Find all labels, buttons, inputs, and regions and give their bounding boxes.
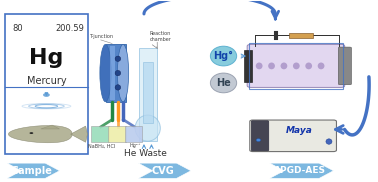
Ellipse shape [115, 56, 121, 62]
Ellipse shape [115, 85, 121, 90]
Polygon shape [270, 163, 333, 178]
FancyBboxPatch shape [250, 120, 336, 152]
Ellipse shape [118, 44, 129, 102]
Text: 80: 80 [12, 24, 23, 33]
FancyBboxPatch shape [139, 48, 157, 141]
Text: Reaction
chamber: Reaction chamber [150, 31, 172, 42]
Text: CVG: CVG [152, 166, 175, 176]
Ellipse shape [211, 46, 237, 66]
Ellipse shape [115, 70, 121, 76]
FancyBboxPatch shape [91, 126, 109, 142]
Ellipse shape [318, 62, 324, 69]
Ellipse shape [43, 93, 50, 97]
Text: Maya: Maya [286, 126, 313, 135]
FancyBboxPatch shape [244, 50, 253, 82]
Text: NaBH₄, HCl: NaBH₄, HCl [88, 143, 115, 149]
FancyBboxPatch shape [110, 46, 115, 100]
Text: Hg°: Hg° [214, 51, 234, 61]
Polygon shape [138, 163, 191, 178]
Polygon shape [41, 125, 60, 129]
Text: Mercury: Mercury [26, 76, 66, 86]
Polygon shape [8, 126, 72, 143]
Text: He Waste: He Waste [124, 149, 167, 158]
Ellipse shape [268, 62, 275, 69]
FancyBboxPatch shape [125, 126, 143, 142]
FancyBboxPatch shape [143, 62, 153, 122]
Text: Hg²⁺: Hg²⁺ [130, 143, 141, 149]
Ellipse shape [256, 139, 261, 142]
Ellipse shape [211, 73, 237, 93]
Ellipse shape [100, 44, 111, 102]
FancyBboxPatch shape [108, 126, 125, 142]
FancyBboxPatch shape [105, 44, 126, 102]
FancyBboxPatch shape [247, 44, 345, 87]
Ellipse shape [280, 62, 287, 69]
Polygon shape [7, 163, 60, 178]
Text: 200.59: 200.59 [55, 24, 84, 33]
FancyBboxPatch shape [289, 33, 313, 38]
Ellipse shape [135, 115, 160, 141]
Ellipse shape [293, 62, 300, 69]
Text: APGD-AES: APGD-AES [274, 166, 326, 175]
Text: Sample: Sample [11, 166, 52, 176]
FancyBboxPatch shape [5, 14, 88, 154]
Polygon shape [71, 126, 87, 142]
FancyBboxPatch shape [338, 47, 352, 85]
Ellipse shape [305, 62, 312, 69]
Ellipse shape [326, 139, 332, 144]
Text: He: He [216, 78, 231, 88]
Text: T-junction: T-junction [89, 34, 113, 39]
FancyBboxPatch shape [251, 121, 269, 151]
Text: Hg: Hg [29, 48, 64, 68]
Ellipse shape [256, 62, 263, 69]
Ellipse shape [29, 132, 33, 134]
